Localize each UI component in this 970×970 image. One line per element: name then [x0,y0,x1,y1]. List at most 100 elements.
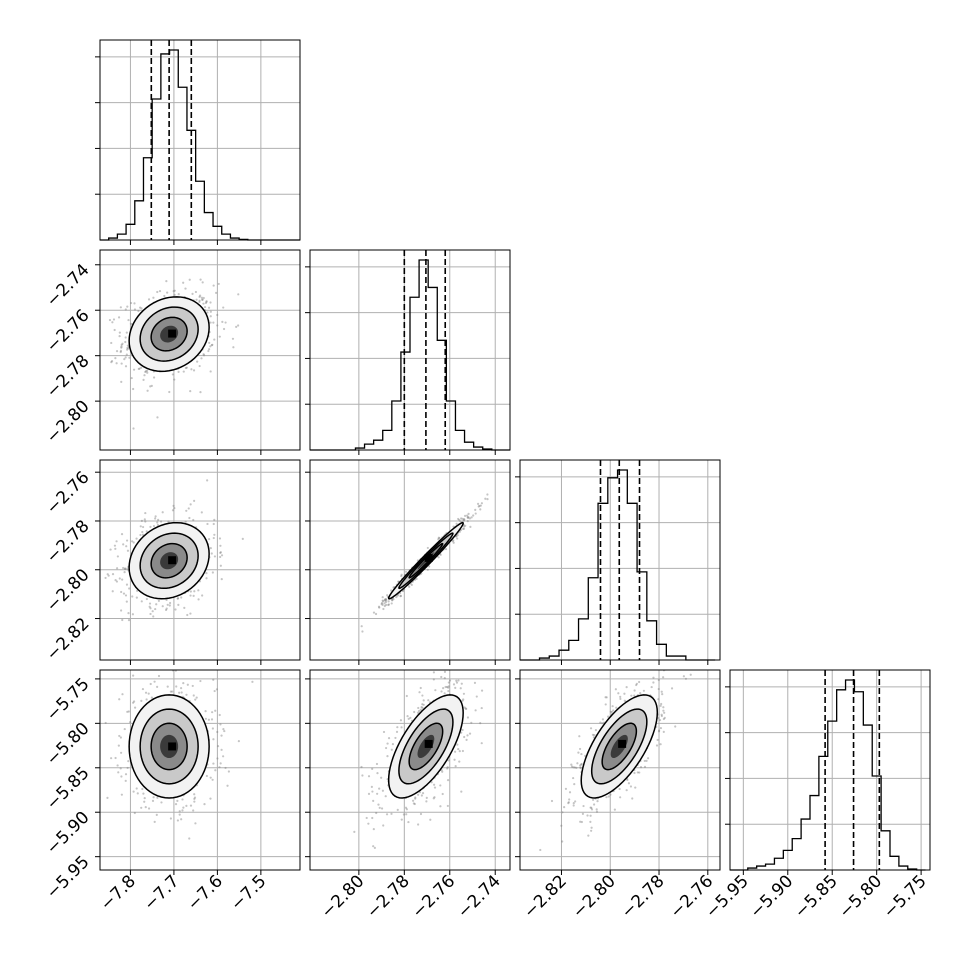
diag-panel-3 [725,669,931,875]
scatter-point [466,734,469,737]
histogram-step [310,259,510,451]
scatter-point [658,718,662,722]
scatter-point [191,684,194,688]
scatter-point [209,776,212,779]
scatter-point [176,597,179,600]
scatter-point [639,766,643,769]
scatter-point [215,688,219,691]
scatter-point [209,370,212,373]
scatter-point [117,316,121,319]
scatter-point [114,547,117,550]
scatter-point [200,511,203,514]
scatter-point [138,367,141,370]
scatter-point [185,693,188,696]
scatter-point [385,603,388,607]
scatter-point [466,716,470,719]
scatter-point [181,798,184,801]
y-tick-label: −5.85 [43,763,94,814]
scatter-point [659,704,662,707]
contour-line-1 [128,521,210,600]
scatter-point [472,514,475,517]
scatter-point [419,812,423,816]
scatter-point [460,517,463,520]
scatter-point [127,347,130,350]
scatter-point [237,293,240,296]
scatter-point [662,706,665,709]
scatter-point [629,785,633,788]
scatter-point [197,589,200,592]
scatter-point [427,699,430,702]
scatter-point [457,517,460,521]
scatter-point [458,518,461,522]
contour-line-3 [150,722,188,771]
scatter-point [437,556,440,559]
scatter-point [446,779,450,782]
scatter-point [137,367,140,371]
scatter-point [178,691,181,694]
scatter-point [106,573,109,576]
scatter-point [198,294,202,297]
scatter-point [539,848,542,852]
scatter-point [143,800,146,803]
x-tick-label: −2.80 [317,871,368,922]
scatter-point [572,802,575,805]
scatter-point [400,726,403,729]
scatter-point [405,813,408,816]
scatter-point [174,803,178,806]
scatter-point [235,325,238,328]
scatter-point [421,703,424,706]
scatter-point [210,344,213,347]
scatter-point [401,589,405,593]
scatter-point [461,699,464,702]
scatter-point [480,689,484,692]
scatter-point [609,710,612,713]
pair-panel-2-1 [305,459,511,665]
scatter-point [384,599,387,602]
scatter-point [642,689,645,692]
scatter-point [372,799,375,802]
scatter-point [439,805,442,808]
scatter-point [209,797,212,800]
scatter-point [156,523,160,527]
scatter-point [432,678,435,681]
scatter-point [165,280,168,283]
scatter-point [184,520,187,523]
scatter-point [595,810,599,813]
scatter-point [178,810,181,813]
scatter-point [618,787,621,791]
y-tick-label: −2.82 [43,614,94,665]
scatter-point [372,828,375,831]
scatter-point [372,845,375,848]
scatter-point [373,846,376,849]
scatter-point [209,315,212,318]
scatter-point [633,694,636,697]
scatter-point [116,764,119,767]
scatter-point [572,766,575,769]
scatter-point [457,679,460,682]
scatter-point [104,576,107,580]
scatter-point [176,799,179,802]
scatter-point [375,811,378,815]
scatter-point [400,574,403,578]
scatter-point [609,793,612,796]
y-tick-label: −2.80 [43,565,94,616]
scatter-point [594,729,598,732]
scatter-point [151,610,154,613]
scatter-point [219,564,222,567]
scatter-point [140,366,143,369]
scatter-point [593,734,596,737]
scatter-point [570,765,574,768]
scatter-point [643,765,647,768]
scatter-point [447,681,450,684]
scatter-point [360,625,363,628]
panel-content [360,493,489,633]
contour-line-2 [139,306,199,362]
scatter-point [172,290,175,293]
scatter-point [119,609,123,612]
scatter-point [145,597,148,601]
scatter-point [148,602,152,605]
scatter-point [433,786,437,789]
scatter-point [619,695,622,699]
scatter-point [127,760,130,763]
scatter-point [216,313,219,317]
